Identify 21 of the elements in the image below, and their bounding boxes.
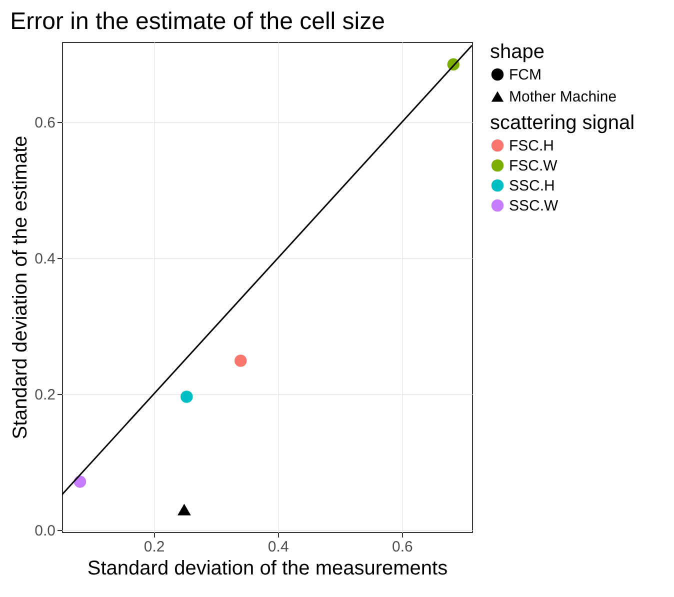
x-tick-label: 0.2: [144, 538, 165, 556]
point: [234, 354, 247, 367]
chart-title: Error in the estimate of the cell size: [10, 8, 385, 35]
legend-label: Mother Machine: [509, 88, 617, 106]
y-tick-label: 0.0: [34, 522, 56, 540]
legend-label: FSC.W: [509, 158, 558, 174]
point: [180, 390, 193, 403]
x-axis-title: Standard deviation of the measurements: [87, 558, 448, 580]
legend-label: SSC.W: [509, 198, 560, 214]
text: shape: [490, 41, 544, 63]
text: scattering signal: [490, 112, 635, 134]
y-axis-title: Standard deviation of the estimate: [10, 136, 32, 440]
x-tick-label: 0.4: [268, 538, 289, 556]
y-tick-label: 0.4: [34, 250, 56, 268]
point: [177, 504, 191, 516]
text: FCM: [509, 66, 542, 84]
y-tick-label: 0.2: [34, 386, 56, 404]
legend-label: FSC.H: [509, 138, 554, 154]
legend-label: SSC.H: [509, 178, 555, 194]
y-tick-label: 0.6: [34, 114, 56, 132]
x-tick-label: 0.6: [392, 538, 413, 556]
